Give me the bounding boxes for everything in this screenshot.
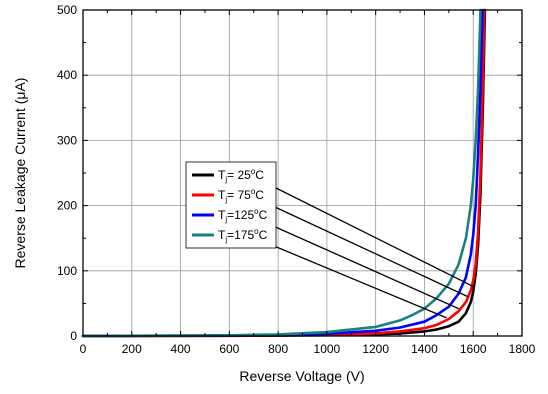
y-tick-label: 300 <box>57 133 77 147</box>
legend-leader-lines <box>261 180 475 319</box>
x-tick-label: 400 <box>171 342 191 356</box>
y-tick-label: 400 <box>57 68 77 82</box>
data-series <box>81 8 487 338</box>
y-tick-label: 200 <box>57 199 77 213</box>
leader-line-4 <box>261 240 447 319</box>
x-tick-label: 0 <box>80 342 87 356</box>
legend-label-1: Tj= 25oC <box>218 167 264 184</box>
x-tick-label: 1200 <box>362 342 389 356</box>
axis-ticks: 0 200 400 600 800 1000 1200 1400 1600 1800 0 100 200… <box>57 3 536 356</box>
x-tick-label: 1000 <box>314 342 341 356</box>
x-axis-label: Reverse Voltage (V) <box>239 368 364 384</box>
y-tick-label: 100 <box>57 264 77 278</box>
x-tick-label: 1400 <box>411 342 438 356</box>
y-tick-label: 500 <box>57 3 77 17</box>
legend-label-2: Tj= 75oC <box>218 187 264 204</box>
y-axis-label: Reverse Leakage Current (μA) <box>12 78 28 269</box>
y-tick-label: 0 <box>70 329 77 343</box>
leader-line-2 <box>261 200 469 298</box>
x-tick-label: 200 <box>122 342 142 356</box>
legend-label-4: Tj=175oC <box>218 227 268 244</box>
legend-label-3: Tj=125oC <box>218 207 268 224</box>
leader-line-3 <box>261 220 459 310</box>
legend: Tj= 25oC Tj= 75oC Tj=125oC Tj=175oC <box>185 161 277 249</box>
x-tick-label: 1800 <box>509 342 536 356</box>
leader-line-1 <box>261 180 475 288</box>
x-tick-label: 800 <box>268 342 288 356</box>
x-tick-label: 600 <box>219 342 239 356</box>
x-tick-label: 1600 <box>460 342 487 356</box>
